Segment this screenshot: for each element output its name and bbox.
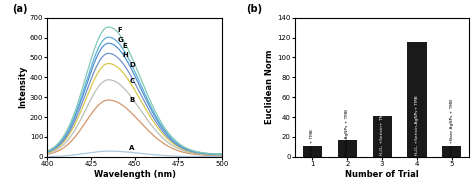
Text: B: B bbox=[129, 97, 135, 103]
Text: H₂O₂ +Bare AgNPs + TMB: H₂O₂ +Bare AgNPs + TMB bbox=[450, 99, 454, 155]
Text: F: F bbox=[117, 27, 122, 33]
Text: C: C bbox=[129, 78, 135, 84]
Bar bbox=[407, 43, 427, 157]
Text: (b): (b) bbox=[246, 4, 262, 14]
Text: (a): (a) bbox=[12, 4, 28, 14]
Text: H₂O₂ +Sericin-AgNPs+ TMB: H₂O₂ +Sericin-AgNPs+ TMB bbox=[415, 96, 419, 155]
Y-axis label: Euclidean Norm: Euclidean Norm bbox=[265, 50, 274, 124]
Text: A: A bbox=[129, 145, 135, 152]
Y-axis label: Intensity: Intensity bbox=[18, 66, 27, 108]
Text: H₂O₂ +Sericin+ TMB: H₂O₂ +Sericin+ TMB bbox=[380, 111, 384, 155]
X-axis label: Number of Trial: Number of Trial bbox=[345, 170, 419, 179]
Text: Sericin-AgNPs + TMB: Sericin-AgNPs + TMB bbox=[345, 109, 349, 155]
Bar bbox=[303, 146, 322, 157]
Text: H: H bbox=[122, 52, 128, 58]
Text: E: E bbox=[122, 43, 127, 49]
Text: D: D bbox=[129, 62, 135, 68]
Text: H₂O₂ + TMB: H₂O₂ + TMB bbox=[310, 129, 314, 155]
X-axis label: Wavelength (nm): Wavelength (nm) bbox=[93, 170, 175, 179]
Text: G: G bbox=[117, 37, 123, 43]
Bar bbox=[373, 116, 392, 157]
Bar bbox=[337, 140, 357, 157]
Bar bbox=[442, 146, 461, 157]
